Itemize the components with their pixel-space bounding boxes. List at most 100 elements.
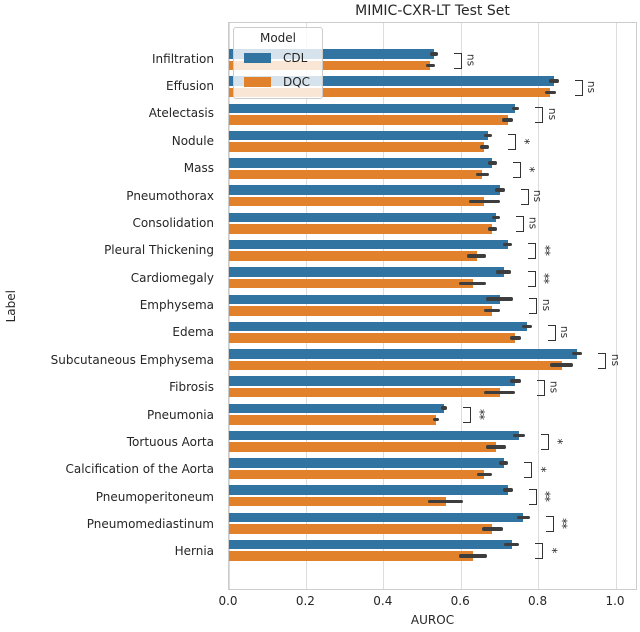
category-label: Atelectasis xyxy=(148,106,214,121)
category-label: Pleural Thickening xyxy=(104,243,214,258)
error-bar-dqc xyxy=(481,527,503,531)
plot-area: ns ns ns * * ns ns ** ** ns ns ns ns ** * * ** ** * xyxy=(228,22,637,590)
bar-group: ns xyxy=(229,346,636,373)
significance-bracket xyxy=(520,188,529,205)
category-label: Pneumomediastinum xyxy=(86,517,214,532)
category-labels: Infiltration Effusion Atelectasis Nodule Mas… xyxy=(0,45,222,565)
bar-cdl xyxy=(229,376,516,386)
error-bar-dqc xyxy=(458,554,487,558)
x-tick-label: 0.4 xyxy=(373,594,393,608)
significance-bracket xyxy=(529,298,538,315)
bar-dqc xyxy=(229,196,485,207)
error-bar-cdl xyxy=(549,79,559,83)
bar-dqc xyxy=(229,306,493,316)
error-bar-dqc xyxy=(428,499,464,504)
legend-entries: CDL DQC xyxy=(234,46,322,94)
significance-bracket xyxy=(541,434,550,451)
legend-label: CDL xyxy=(283,51,308,65)
bar-rows: ns ns ns * * ns ns ** ** ns ns ns ns ** * * ** ** * xyxy=(229,46,636,564)
gridline xyxy=(538,23,540,589)
bar-cdl xyxy=(229,158,493,168)
significance-label: * xyxy=(534,466,549,472)
bar-cdl xyxy=(229,539,512,550)
bar-dqc xyxy=(229,142,485,152)
legend-title: Model xyxy=(259,31,297,45)
error-bar-dqc xyxy=(484,308,500,313)
bar-dqc xyxy=(229,469,485,480)
significance-bracket xyxy=(462,407,471,424)
significance-label: ns xyxy=(558,326,571,339)
error-bar-cdl xyxy=(496,270,512,274)
bar-cdl xyxy=(229,458,504,468)
error-bar-dqc xyxy=(468,199,500,204)
significance-label: * xyxy=(551,438,566,444)
category-label: Edema xyxy=(172,325,214,340)
error-bar-cdl xyxy=(430,52,438,56)
significance-bracket xyxy=(535,107,544,124)
error-bar-cdl xyxy=(513,433,526,438)
category-label: Pneumothorax xyxy=(126,188,214,203)
error-bar-cdl xyxy=(503,542,520,547)
category-label: Infiltration xyxy=(151,51,214,66)
gridline xyxy=(460,23,462,589)
bar-cdl xyxy=(229,294,500,305)
significance-label: ns xyxy=(464,53,477,66)
bar-dqc xyxy=(229,524,493,534)
error-bar-cdl xyxy=(492,215,500,220)
x-tick-label: 0.8 xyxy=(528,594,548,608)
x-axis-title: AUROC xyxy=(410,613,455,627)
error-bar-cdl xyxy=(499,461,509,465)
category-label: Pneumonia xyxy=(147,407,214,422)
legend-entry-dqc: DQC xyxy=(234,70,322,94)
bar-dqc xyxy=(229,60,431,71)
significance-bracket xyxy=(528,488,537,505)
bar-cdl xyxy=(229,49,435,59)
significance-bracket xyxy=(524,461,533,478)
legend-label: DQC xyxy=(283,75,311,89)
significance-label: ns xyxy=(547,380,560,393)
error-bar-cdl xyxy=(502,242,513,247)
bar-cdl xyxy=(229,403,444,414)
bar-group: ns xyxy=(229,210,636,237)
bar-group: ns xyxy=(229,373,636,400)
significance-bracket xyxy=(537,379,546,396)
error-bar-cdl xyxy=(486,297,514,301)
significance-bracket xyxy=(598,352,607,369)
bar-dqc xyxy=(229,415,437,425)
bar-group: ** xyxy=(229,400,636,427)
bar-group: * xyxy=(229,537,636,564)
bar-cdl xyxy=(229,76,555,86)
bar-group: ns xyxy=(229,46,636,73)
bar-cdl xyxy=(229,103,516,114)
bar-group: ** xyxy=(229,237,636,264)
legend-swatch-cdl xyxy=(244,53,271,63)
significance-label: ** xyxy=(538,490,553,501)
error-bar-dqc xyxy=(509,336,522,340)
bar-dqc xyxy=(229,115,508,125)
significance-label: ns xyxy=(526,217,539,230)
significance-bracket xyxy=(574,79,583,96)
significance-bracket xyxy=(515,216,524,233)
bar-cdl xyxy=(229,239,508,250)
x-tick-label: 0.6 xyxy=(450,594,470,608)
bar-dqc xyxy=(229,333,516,343)
bar-group: * xyxy=(229,455,636,482)
bar-group: * xyxy=(229,428,636,455)
bar-dqc xyxy=(229,496,446,507)
x-tick-label: 1.0 xyxy=(605,594,625,608)
bar-cdl xyxy=(229,512,524,523)
legend-swatch-dqc xyxy=(244,77,271,87)
significance-bracket xyxy=(508,134,517,151)
category-label: Fibrosis xyxy=(169,380,214,395)
error-bar-dqc xyxy=(459,281,487,286)
x-tick-label: 0.0 xyxy=(218,594,238,608)
chart-title: MIMIC-CXR-LT Test Set xyxy=(355,3,510,19)
error-bar-dqc xyxy=(487,227,497,231)
error-bar-dqc xyxy=(501,118,514,122)
significance-label: ns xyxy=(531,189,544,203)
category-label: Hernia xyxy=(174,544,214,559)
significance-bracket xyxy=(453,52,462,69)
category-label: Mass xyxy=(183,161,214,176)
bar-cdl xyxy=(229,485,508,495)
error-bar-dqc xyxy=(475,172,490,177)
